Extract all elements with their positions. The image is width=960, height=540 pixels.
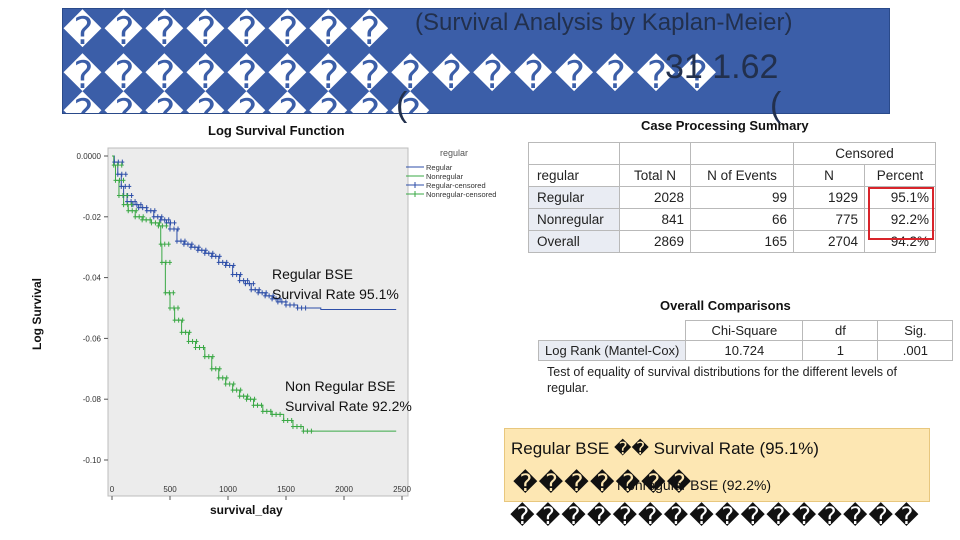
title-subtitle: (Survival Analysis by Kaplan-Meier) (415, 9, 793, 36)
legend-title: regular (440, 148, 468, 158)
title-paren-left: ( (396, 86, 408, 124)
summary-callout: Regular BSE �� Survival Rate (95.1%) ���… (504, 428, 930, 502)
cps-row-label: Overall (528, 230, 620, 253)
y-tick-label: -0.08 (83, 395, 102, 404)
oc-col-chi: Chi-Square (685, 320, 804, 341)
x-tick-label: 1500 (277, 485, 295, 494)
table-row: Overall 2869 165 2704 94.2% (528, 230, 936, 253)
cps-blank-2 (690, 142, 794, 165)
callout-line-3: ���������������� (510, 502, 920, 530)
cps-cell-percent: 92.2% (864, 208, 936, 231)
legend-item: Regular (426, 163, 453, 172)
annotation-nonregular-line2: Survival Rate 92.2% (285, 398, 412, 414)
percent-highlight-box (868, 187, 934, 240)
title-row-1: �������� (63, 9, 391, 53)
cps-blank-1 (619, 142, 691, 165)
x-tick-label: 2500 (393, 485, 411, 494)
cps-group-header: Censored (793, 142, 936, 165)
y-tick-label: 0.0000 (77, 152, 102, 161)
callout-survival: Survival Rate (95.1%) (653, 439, 819, 458)
callout-tofu-1: �� (614, 439, 649, 459)
y-axis-label: Log Survival (30, 278, 44, 350)
oc-col-df: df (802, 320, 879, 341)
cps-cell-percent: 94.2% (864, 230, 936, 253)
callout-regular: Regular BSE (511, 439, 610, 458)
x-axis-label: survival_day (210, 503, 283, 517)
annotation-regular-line1: Regular BSE (272, 266, 353, 282)
cps-cell-percent: 95.1% (864, 186, 936, 209)
annotation-regular-line2: Survival Rate 95.1% (272, 286, 399, 302)
overall-comparisons-table: Chi-Square df Sig. Log Rank (Mantel-Cox)… (537, 320, 954, 361)
title-number: 31 1.62 (665, 48, 779, 86)
table-row: Regular 2028 99 1929 95.1% (528, 186, 936, 209)
y-tick-label: -0.06 (83, 334, 102, 343)
x-axis: 0 500 1000 1500 2000 2500 (110, 485, 411, 500)
oc-col-sig: Sig. (877, 320, 954, 341)
cps-cell-events: 66 (690, 208, 794, 231)
cps-row-label: Nonregular (528, 208, 620, 231)
cps-cell-events: 99 (690, 186, 794, 209)
cps-cell-total: 2869 (619, 230, 691, 253)
oc-cell-sig: .001 (877, 340, 954, 361)
title-row-2: ���������������� (63, 53, 719, 97)
callout-tofu-2: ������� (513, 469, 693, 497)
cps-cell-total: 2028 (619, 186, 691, 209)
table-row: Log Rank (Mantel-Cox) 10.724 1 .001 (537, 340, 954, 361)
annotation-regular: Regular BSE Survival Rate 95.1% (272, 264, 399, 304)
y-tick-label: -0.04 (83, 274, 102, 283)
case-processing-table: Censored regular Total N N of Events N P… (528, 142, 936, 253)
cps-col-n: N (793, 164, 865, 187)
cps-cell-total: 841 (619, 208, 691, 231)
oc-row-label: Log Rank (Mantel-Cox) (537, 340, 687, 361)
overall-comparisons-note: Test of equality of survival distributio… (547, 365, 897, 395)
annotation-nonregular-line1: Non Regular BSE (285, 378, 396, 394)
overall-comparisons-title: Overall Comparisons (660, 298, 791, 313)
title-row-3: ��������� (63, 91, 432, 114)
title-paren-right: ( (770, 86, 782, 124)
oc-cell-df: 1 (802, 340, 879, 361)
cps-cell-n: 775 (793, 208, 865, 231)
cps-col-events: N of Events (690, 164, 794, 187)
title-banner: �������� ���������������� ��������� (62, 8, 890, 114)
legend-item: Nonregular (426, 172, 464, 181)
chart-title: Log Survival Function (208, 123, 345, 138)
x-tick-label: 1000 (219, 485, 237, 494)
cps-corner (528, 142, 620, 165)
annotation-nonregular: Non Regular BSE Survival Rate 92.2% (285, 376, 412, 416)
callout-nonregular: Nonregular BSE (92.2%) (617, 477, 772, 493)
cps-cell-n: 1929 (793, 186, 865, 209)
legend: regular RegularNonregularRegular-censore… (406, 148, 496, 199)
y-axis: 0.0000 -0.02 -0.04 -0.06 -0.08 -0.10 (77, 152, 108, 465)
cps-col-total: Total N (619, 164, 691, 187)
oc-corner (538, 320, 687, 341)
km-plot: Log Survival Function 0.0000 -0.02 -0.04 -0… (28, 120, 528, 525)
plot-area (107, 147, 409, 497)
cps-row-header: regular (528, 164, 620, 187)
cps-col-percent: Percent (864, 164, 936, 187)
y-tick-label: -0.10 (83, 456, 102, 465)
cps-cell-events: 165 (690, 230, 794, 253)
case-processing-title: Case Processing Summary (641, 118, 809, 133)
x-tick-label: 2000 (335, 485, 353, 494)
x-tick-label: 0 (110, 485, 115, 494)
cps-row-label: Regular (528, 186, 620, 209)
x-tick-label: 500 (163, 485, 177, 494)
y-tick-label: -0.02 (83, 213, 102, 222)
legend-item: Regular-censored (426, 181, 486, 190)
censor-marks-layer (111, 159, 314, 434)
callout-line-1: Regular BSE �� Survival Rate (95.1%) (511, 439, 819, 459)
legend-item: Nonregular-censored (426, 190, 496, 199)
km-plot-svg: Log Survival Function 0.0000 -0.02 -0.04 -0… (30, 123, 496, 517)
oc-cell-chi: 10.724 (685, 340, 804, 361)
cps-cell-n: 2704 (793, 230, 865, 253)
